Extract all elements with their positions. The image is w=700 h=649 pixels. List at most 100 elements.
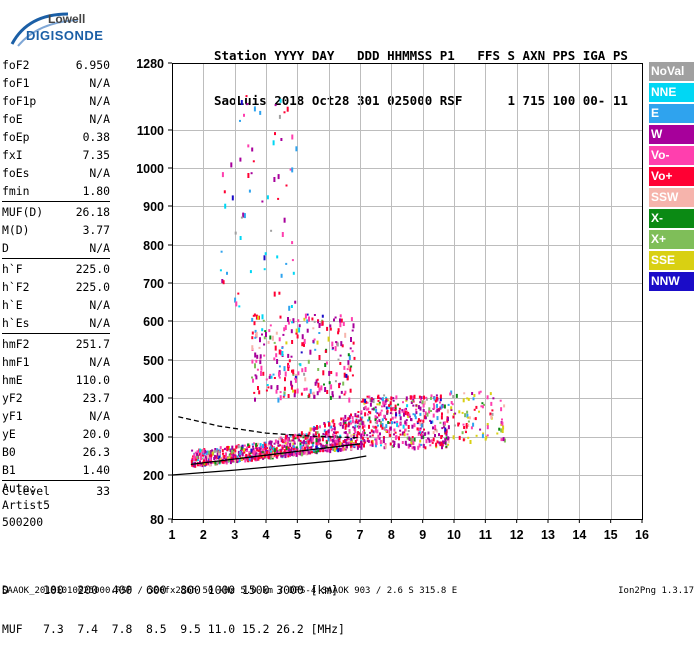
echo-point — [408, 415, 411, 418]
echo-point — [342, 422, 345, 426]
echo-point — [322, 433, 325, 435]
echo-point — [310, 446, 313, 450]
echo-point — [360, 443, 363, 448]
echo-point — [322, 370, 325, 376]
echo-point — [432, 437, 435, 442]
echo-point — [202, 452, 205, 457]
echo-point — [443, 404, 446, 409]
param-value: 0.38 — [82, 130, 110, 144]
echo-point — [356, 434, 359, 439]
echo-point — [291, 134, 294, 140]
echo-point — [300, 351, 303, 354]
echo-point — [222, 454, 224, 459]
echo-point — [367, 419, 370, 422]
echo-point — [361, 424, 364, 429]
logo-text-digisonde: DIGISONDE — [26, 28, 104, 43]
echo-point — [226, 449, 229, 452]
echo-point — [249, 270, 252, 274]
echo-point — [376, 416, 379, 419]
echo-point — [279, 98, 282, 103]
echo-point — [347, 364, 350, 369]
echo-point — [422, 419, 425, 423]
y-tick-label: 900 — [143, 200, 164, 214]
echo-point — [274, 345, 277, 351]
echo-point — [259, 360, 262, 365]
echo-point — [452, 435, 455, 440]
echo-point — [253, 106, 256, 112]
echo-point — [263, 336, 266, 340]
echo-point — [273, 377, 276, 379]
echo-point — [348, 441, 351, 444]
echo-point — [234, 455, 237, 459]
echo-point — [392, 406, 395, 411]
echo-point — [449, 392, 452, 396]
echo-point — [285, 437, 288, 440]
echo-point — [305, 451, 308, 456]
echo-point — [342, 419, 345, 424]
legend-item-vo: Vo- — [649, 146, 694, 165]
echo-point — [265, 389, 268, 392]
echo-point — [339, 354, 342, 357]
header-field-values: SaoLuis 2018 Oct28 301 025000 RSF 1 715 … — [214, 93, 628, 108]
echo-point — [264, 443, 267, 448]
echo-point — [292, 442, 295, 447]
echo-point — [412, 395, 415, 400]
param-row: yE 20.0 — [2, 425, 110, 443]
echo-point — [254, 329, 257, 333]
echo-point — [445, 430, 448, 433]
echo-point — [221, 449, 224, 453]
echo-point — [366, 413, 369, 416]
echo-point — [419, 429, 422, 431]
echo-point — [354, 424, 357, 428]
echo-point — [315, 438, 318, 443]
param-row: h`F2 225.0 — [2, 278, 110, 296]
echo-point — [248, 458, 251, 461]
echo-point — [315, 445, 318, 450]
echo-point — [418, 395, 421, 399]
echo-point — [363, 433, 366, 437]
echo-point — [258, 346, 261, 349]
echo-point — [314, 449, 317, 454]
echo-point — [383, 446, 386, 450]
echo-point — [415, 411, 418, 415]
echo-point — [384, 443, 387, 445]
echo-point — [478, 391, 481, 395]
echo-point — [470, 426, 473, 430]
echo-point — [249, 455, 252, 457]
echo-point — [320, 443, 323, 447]
echo-point — [361, 421, 364, 426]
echo-point — [462, 438, 465, 442]
echo-point — [234, 449, 237, 453]
echo-point — [297, 371, 300, 376]
echo-point — [318, 450, 321, 453]
echo-point — [415, 408, 418, 411]
echo-point — [192, 455, 195, 458]
echo-point — [214, 461, 217, 465]
echo-point — [419, 406, 422, 411]
echo-point — [318, 355, 321, 360]
echo-point — [383, 403, 386, 408]
echo-point — [458, 435, 461, 440]
echo-point — [329, 449, 332, 454]
echo-point — [251, 443, 254, 446]
echo-point — [291, 167, 294, 173]
echo-point — [317, 439, 320, 443]
echo-point — [501, 421, 504, 426]
echo-point — [284, 452, 287, 456]
echo-point — [317, 450, 320, 452]
echo-point — [353, 356, 356, 360]
echo-point — [393, 444, 395, 448]
echo-point — [426, 412, 429, 417]
echo-point — [383, 394, 386, 397]
param-value: 251.7 — [75, 337, 110, 351]
param-row: M(D) 3.77 — [2, 221, 110, 239]
echo-point — [434, 428, 437, 431]
echo-point — [417, 418, 420, 422]
echo-point — [469, 440, 472, 444]
param-value: 110.0 — [75, 373, 110, 387]
plot-border — [172, 63, 643, 520]
echo-point — [329, 327, 332, 331]
echo-point — [364, 405, 367, 409]
echo-point — [500, 407, 503, 412]
echo-point — [322, 449, 325, 453]
